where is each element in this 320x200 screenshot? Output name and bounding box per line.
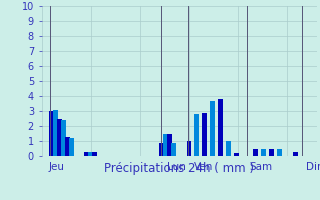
Bar: [226, 141, 231, 156]
Text: Ven: Ven: [194, 162, 214, 172]
Bar: [261, 148, 266, 156]
Bar: [210, 100, 215, 156]
Bar: [277, 148, 282, 156]
Bar: [218, 99, 223, 156]
Text: Dim: Dim: [306, 162, 320, 172]
Bar: [195, 114, 199, 156]
Bar: [68, 138, 74, 156]
Text: Jeu: Jeu: [49, 162, 65, 172]
Text: Lun: Lun: [167, 162, 186, 172]
Bar: [159, 142, 164, 156]
Bar: [253, 148, 258, 156]
Bar: [53, 110, 58, 156]
Bar: [167, 134, 172, 156]
X-axis label: Précipitations 24h ( mm ): Précipitations 24h ( mm ): [104, 162, 254, 175]
Bar: [163, 134, 168, 156]
Bar: [49, 111, 54, 156]
Bar: [293, 152, 298, 156]
Bar: [92, 152, 97, 156]
Bar: [88, 152, 93, 156]
Bar: [202, 112, 207, 156]
Text: Sam: Sam: [249, 162, 273, 172]
Bar: [187, 141, 191, 156]
Bar: [57, 118, 62, 156]
Bar: [61, 120, 66, 156]
Bar: [84, 152, 89, 156]
Bar: [269, 148, 274, 156]
Bar: [171, 142, 176, 156]
Bar: [65, 137, 70, 156]
Bar: [234, 153, 239, 156]
